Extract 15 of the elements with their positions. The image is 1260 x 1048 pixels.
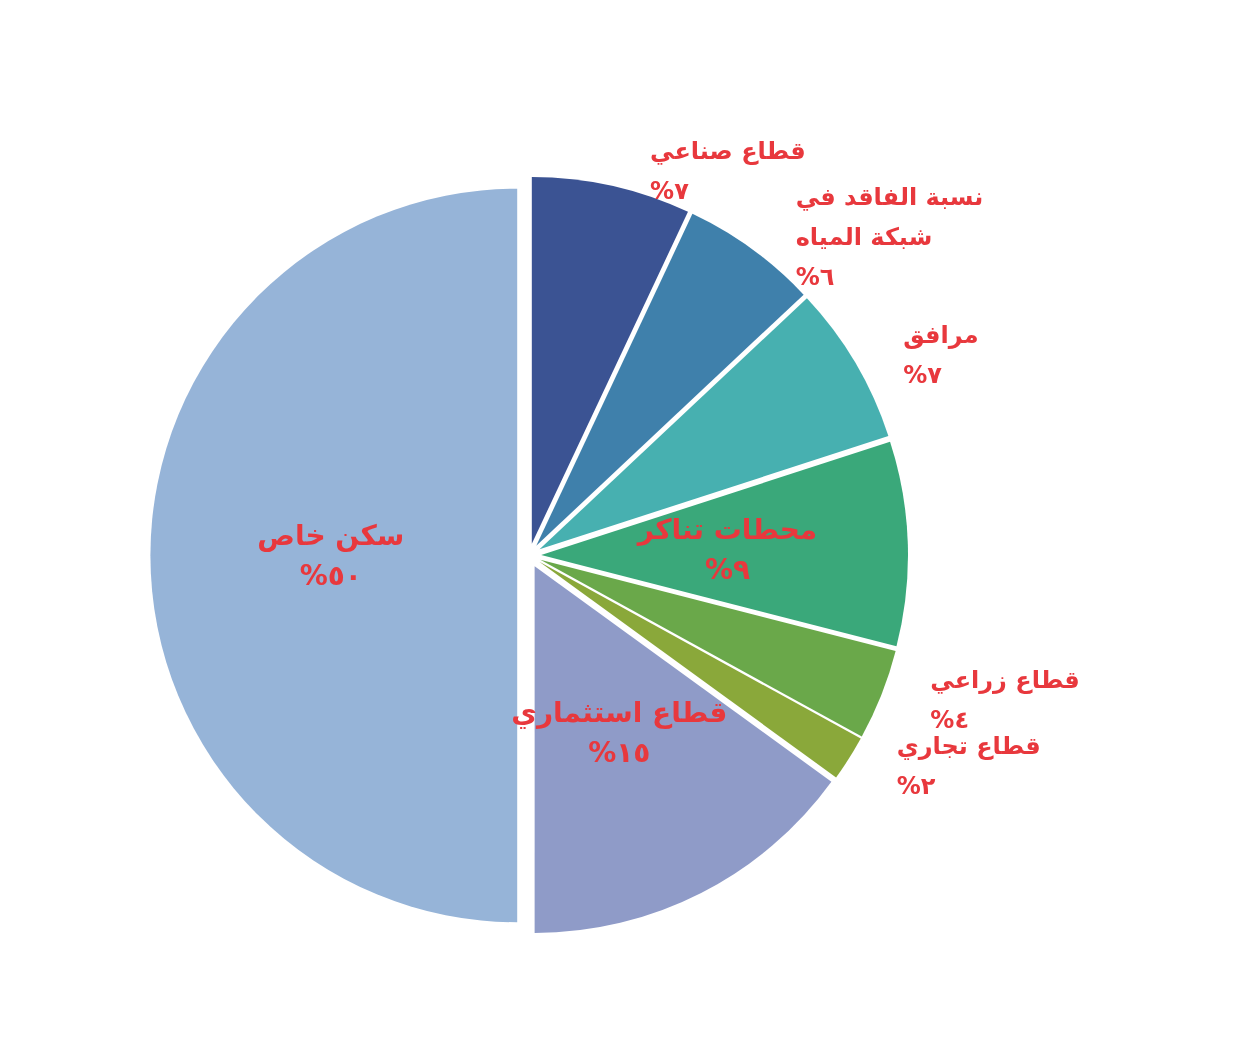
slice-label: قطاع زراعي [930,666,1080,695]
slice-label: قطاع صناعي [650,137,806,166]
data-label: %٩ [704,552,751,586]
data-label: %٦ [795,262,835,291]
slice-label: نسبة الفاقد في شبكة المياه [795,182,992,251]
data-label: %٧ [650,177,690,206]
data-label: %١٥ [588,735,651,769]
data-label: %٧ [903,360,943,389]
data-label: %٤ [930,706,970,735]
slice-label: محطات تناكر [635,512,818,546]
data-label: %٢ [896,772,936,801]
slice-label: مرافق [903,320,979,349]
data-label: %٥٠ [299,558,362,592]
slice-label: قطاع تجاري [896,732,1041,761]
slice-label: سكن خاص [257,518,405,552]
